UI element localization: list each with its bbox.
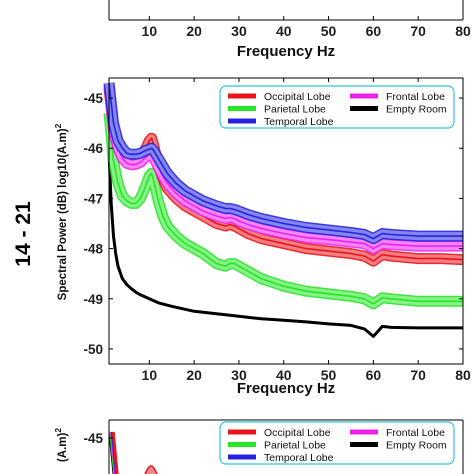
legend-label: Parietal Lobe <box>264 440 326 452</box>
x-tick-label: 80 <box>455 367 471 383</box>
top-panel: 10 20 30 40 50 60 70 80 Frequency Hz <box>108 0 471 60</box>
x-tick-label: 20 <box>186 367 202 383</box>
top-x-tick-label: 80 <box>455 23 471 39</box>
top-x-tick-label: 60 <box>366 23 382 39</box>
series-line <box>107 153 463 338</box>
bottom-y-tick-label: -45 <box>83 431 103 446</box>
y-axis-title-exponent: 2 <box>53 123 63 128</box>
x-tick-label: 60 <box>366 367 382 383</box>
bottom-legend-box <box>219 421 455 465</box>
top-panel-x-ticks: 10 20 30 40 50 60 70 80 <box>142 16 471 39</box>
legend-label: Temporal Lobe <box>264 452 334 464</box>
middle-panel-x-axis-title: Frequency Hz <box>237 380 335 397</box>
y-tick-label: -45 <box>83 91 103 106</box>
bottom-panel-y-axis-title: (A.m)2 <box>53 428 69 462</box>
group-label: 14 - 21 <box>12 201 35 267</box>
middle-panel-series <box>103 82 464 338</box>
top-x-tick-label: 10 <box>142 23 158 39</box>
bottom-series-line <box>111 431 119 474</box>
series-line <box>108 113 463 305</box>
top-panel-x-axis-title: Frequency Hz <box>237 43 335 60</box>
bottom-y-axis-title-text: (A.m) <box>57 433 69 463</box>
y-axis-title-text: Spectral Power (dB) log10(A.m) <box>57 128 69 300</box>
middle-panel-y-axis-title: Spectral Power (dB) log10(A.m)2 <box>53 123 69 300</box>
bottom-series-peak <box>144 465 158 474</box>
middle-legend-box <box>219 85 455 129</box>
y-tick-label: -50 <box>83 342 103 357</box>
legend-label: Empty Room <box>386 104 447 116</box>
series-line <box>108 82 463 240</box>
y-tick-label: -48 <box>83 242 103 257</box>
top-x-tick-label: 20 <box>186 23 202 39</box>
top-x-tick-label: 50 <box>321 23 337 39</box>
y-tick-label: -46 <box>83 141 103 156</box>
legend-label: Frontal Lobe <box>386 91 445 103</box>
top-x-tick-label: 70 <box>410 23 426 39</box>
x-tick-label: 10 <box>142 367 158 383</box>
x-tick-label: 30 <box>231 367 247 383</box>
legend-label: Temporal Lobe <box>264 116 334 128</box>
x-tick-label: 50 <box>321 367 337 383</box>
top-x-tick-label: 40 <box>276 23 292 39</box>
middle-panel: 14 - 21 Spectral Power (dB) log10(A.m)2 … <box>12 77 471 397</box>
bottom-panel-series <box>108 431 158 474</box>
middle-panel-x-ticks: 10 20 30 40 50 60 70 80 <box>142 78 471 383</box>
y-tick-label: -47 <box>83 191 103 206</box>
legend-label: Frontal Lobe <box>386 427 445 439</box>
legend-label: Parietal Lobe <box>264 104 326 116</box>
y-tick-label: -49 <box>83 292 103 307</box>
legend-label: Empty Room <box>386 440 447 452</box>
x-tick-label: 70 <box>410 367 426 383</box>
bottom-panel-y-ticks: -45 <box>83 431 113 446</box>
top-x-tick-label: 30 <box>231 23 247 39</box>
middle-panel-y-ticks: -45 -46 -47 -48 -49 -50 <box>83 91 463 357</box>
x-tick-label: 40 <box>276 367 292 383</box>
series-line <box>108 85 463 250</box>
bottom-y-axis-title-exponent: 2 <box>53 428 63 433</box>
legend-label: Occipital Lobe <box>264 91 331 103</box>
middle-panel-frame <box>108 77 464 365</box>
legend-label: Occipital Lobe <box>264 427 331 439</box>
